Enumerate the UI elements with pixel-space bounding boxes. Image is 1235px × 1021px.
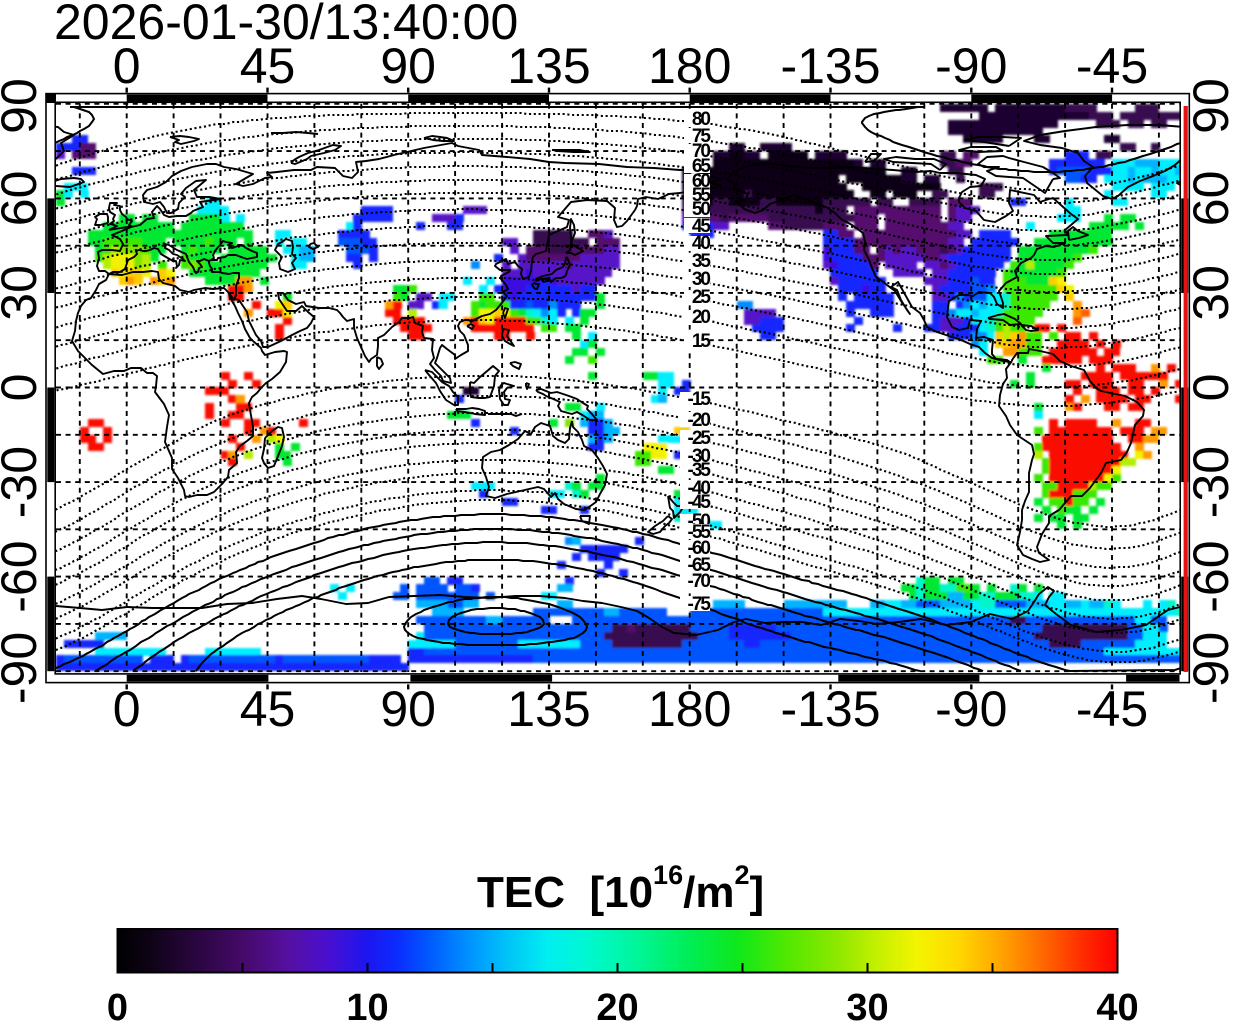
svg-text:60: 60 [0, 171, 47, 227]
svg-text:-65: -65 [688, 555, 712, 576]
svg-text:0: 0 [113, 38, 141, 94]
svg-text:-60: -60 [0, 540, 47, 612]
svg-text:25: 25 [692, 287, 712, 308]
svg-text:-60: -60 [688, 538, 711, 559]
svg-text:135: 135 [507, 681, 590, 737]
svg-text:-30: -30 [1183, 446, 1235, 518]
svg-text:-35: -35 [688, 460, 712, 481]
svg-text:-90: -90 [935, 681, 1007, 737]
svg-text:10: 10 [346, 987, 388, 1021]
svg-text:60: 60 [692, 171, 711, 192]
svg-text:-45: -45 [688, 492, 712, 513]
svg-text:45: 45 [692, 216, 712, 237]
svg-text:-30: -30 [0, 446, 47, 518]
svg-text:40: 40 [1096, 987, 1138, 1021]
svg-text:-40: -40 [688, 478, 711, 499]
svg-text:-135: -135 [780, 681, 880, 737]
svg-text:90: 90 [1183, 78, 1235, 134]
svg-text:-75: -75 [688, 594, 712, 615]
svg-text:30: 30 [692, 269, 711, 290]
svg-text:50: 50 [692, 199, 711, 220]
svg-text:-60: -60 [1183, 540, 1235, 612]
svg-text:30: 30 [0, 265, 47, 321]
svg-text:-55: -55 [688, 522, 712, 543]
svg-text:0: 0 [1183, 374, 1235, 402]
svg-text:75: 75 [692, 126, 712, 147]
svg-text:20: 20 [692, 307, 711, 328]
svg-text:45: 45 [240, 38, 296, 94]
svg-text:35: 35 [692, 251, 712, 272]
svg-text:0: 0 [0, 374, 47, 402]
svg-text:-90: -90 [935, 38, 1007, 94]
svg-text:TEC [1016/m2]: TEC [1016/m2] [477, 860, 764, 917]
svg-text:-45: -45 [1076, 38, 1148, 94]
svg-text:0: 0 [107, 987, 128, 1021]
svg-text:40: 40 [692, 233, 711, 254]
svg-text:90: 90 [0, 78, 47, 134]
svg-text:-30: -30 [688, 446, 711, 467]
svg-text:0: 0 [113, 681, 141, 737]
svg-text:-135: -135 [780, 38, 880, 94]
svg-text:70: 70 [692, 141, 711, 162]
svg-text:55: 55 [692, 185, 712, 206]
svg-text:45: 45 [240, 681, 296, 737]
svg-text:-25: -25 [688, 428, 712, 449]
svg-text:65: 65 [692, 156, 712, 177]
svg-text:90: 90 [380, 681, 436, 737]
svg-text:135: 135 [507, 38, 590, 94]
svg-text:180: 180 [648, 38, 731, 94]
svg-text:20: 20 [596, 987, 638, 1021]
svg-text:60: 60 [1183, 171, 1235, 227]
svg-text:-90: -90 [1183, 632, 1235, 704]
svg-text:180: 180 [648, 681, 731, 737]
svg-text:-20: -20 [688, 410, 711, 431]
svg-text:2026-01-30/13:40:00: 2026-01-30/13:40:00 [54, 0, 518, 50]
svg-text:-70: -70 [688, 571, 711, 592]
svg-text:90: 90 [380, 38, 436, 94]
svg-text:80: 80 [692, 109, 711, 130]
svg-text:-15: -15 [688, 389, 712, 410]
svg-text:30: 30 [846, 987, 888, 1021]
svg-text:15: 15 [692, 331, 712, 352]
svg-text:-45: -45 [1076, 681, 1148, 737]
svg-text:-90: -90 [0, 632, 47, 704]
svg-text:30: 30 [1183, 265, 1235, 321]
